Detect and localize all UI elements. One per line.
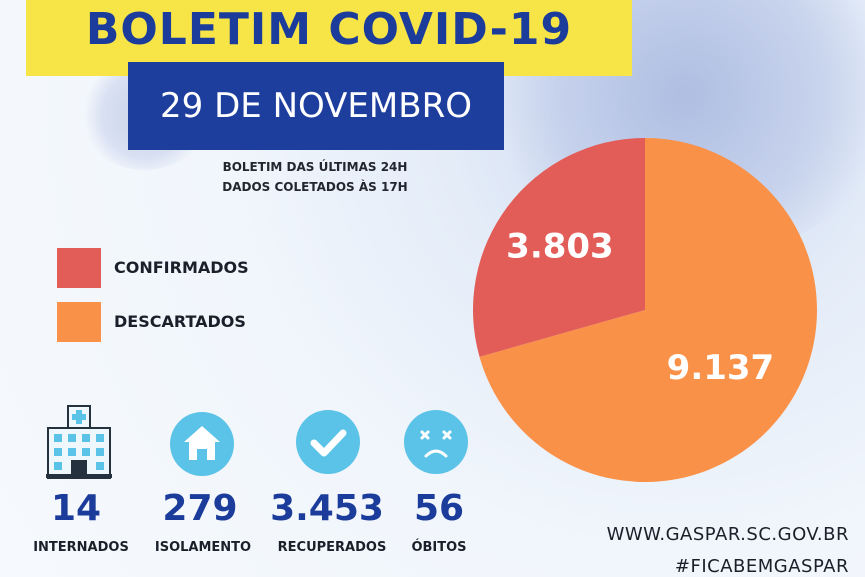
page-title: BOLETIM COVID-19 [85, 4, 573, 55]
subtitle-line-2: DADOS COLETADOS ÀS 17H [222, 180, 408, 194]
stat-obitos-value: 56 [413, 488, 465, 529]
stat-recuperados-label: RECUPERADOS [277, 540, 387, 555]
stat-isolamento-value: 279 [162, 488, 238, 529]
website-text: WWW.GASPAR.SC.GOV.BR [606, 524, 849, 545]
pie-slice-descartados [479, 138, 817, 482]
legend-swatch-confirmados [57, 248, 101, 288]
bulletin-date: 29 DE NOVEMBRO [160, 86, 472, 126]
subtitle-line-1: BOLETIM DAS ÚLTIMAS 24H [222, 160, 408, 174]
pie-slice-confirmados [473, 138, 645, 357]
stat-internados-value: 14 [50, 488, 102, 529]
legend-label-confirmados: CONFIRMADOS [114, 258, 249, 277]
stat-isolamento-label: ISOLAMENTO [154, 540, 252, 555]
stat-recuperados-value: 3.453 [270, 488, 384, 529]
stat-internados-label: INTERNADOS [33, 540, 129, 555]
legend-label-descartados: DESCARTADOS [114, 312, 246, 331]
pie-label-descartados: 9.137 [667, 348, 775, 388]
checkmark-icon [296, 410, 360, 474]
hashtag-text: #FICABEMGASPAR [674, 556, 849, 577]
stat-obitos-label: ÓBITOS [411, 540, 467, 555]
legend-swatch-descartados [57, 302, 101, 342]
hospital-icon [46, 405, 112, 479]
house-icon [170, 412, 234, 476]
date-band [128, 62, 504, 150]
pie-label-confirmados: 3.803 [506, 227, 614, 267]
sad-face-icon [404, 410, 468, 474]
